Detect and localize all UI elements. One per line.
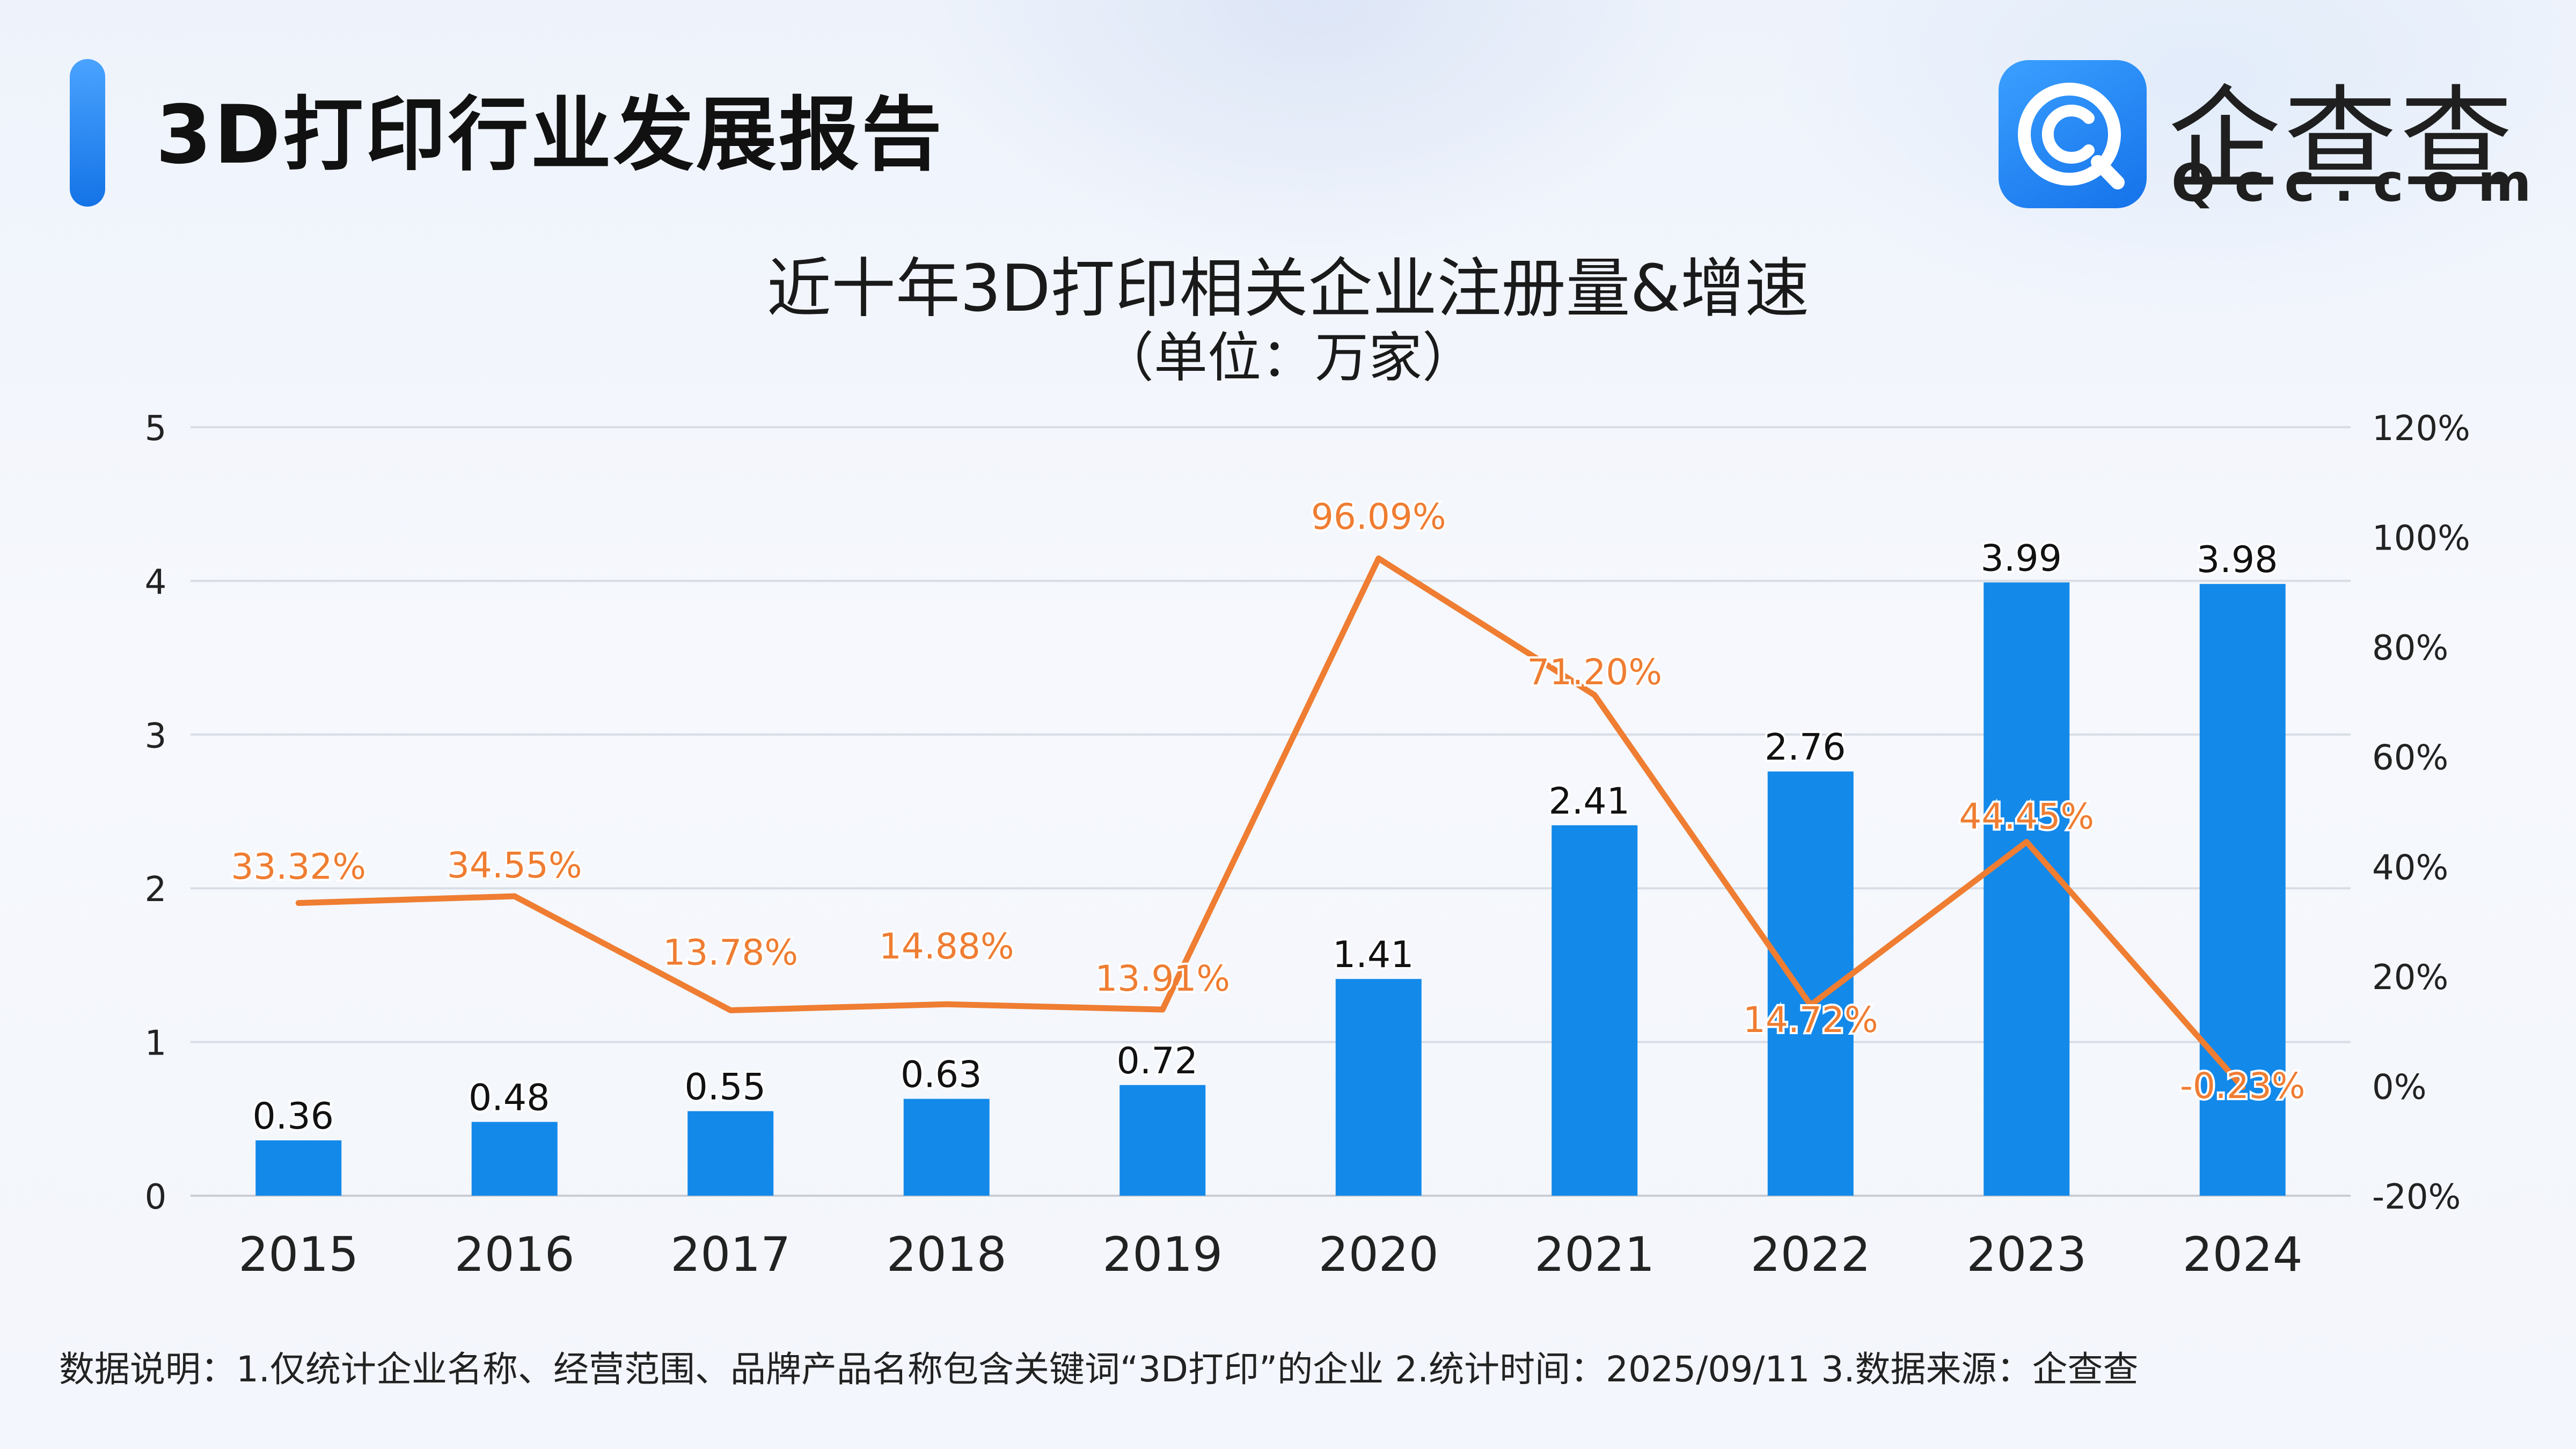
line-data-label: 96.09% — [1311, 496, 1446, 538]
x-tick-label: 2020 — [1319, 1227, 1439, 1282]
bar — [1552, 825, 1638, 1196]
x-tick-label: 2019 — [1102, 1227, 1223, 1282]
y-right-tick-label: 60% — [2372, 738, 2448, 778]
y-left-tick-label: 0 — [145, 1177, 167, 1217]
y-left-tick-label: 4 — [145, 562, 167, 602]
bar — [1335, 979, 1422, 1196]
bar — [471, 1122, 558, 1196]
qcc-logo-icon — [1999, 60, 2147, 208]
title-accent-bar — [70, 59, 105, 207]
y-left-tick-label: 3 — [145, 716, 167, 756]
bar-data-label: 2.41 — [1549, 780, 1630, 823]
y-right-tick-label: 40% — [2372, 848, 2448, 888]
bar — [1119, 1085, 1206, 1196]
line-data-label: 71.20% — [1527, 652, 1662, 693]
chart-title: 近十年3D打印相关企业注册量&增速 — [766, 252, 1810, 326]
bar — [1984, 582, 2070, 1196]
line-data-label: 33.32% — [231, 846, 366, 888]
x-tick-label: 2023 — [1966, 1227, 2087, 1282]
logo-wordmark: 企查查 — [2168, 74, 2516, 206]
bar-data-label: 0.36 — [253, 1095, 334, 1138]
y-left-tick-label: 1 — [145, 1024, 167, 1064]
logo-domain: Qcc.com — [2171, 153, 2551, 213]
qcc-logo-mark — [2018, 83, 2125, 189]
bar-data-label: 3.98 — [2197, 539, 2278, 581]
data-footnote: 数据说明：1.仅统计企业名称、经营范围、品牌产品名称包含关键词“3D打印”的企业… — [59, 1349, 2139, 1390]
x-tick-label: 2024 — [2183, 1227, 2303, 1282]
line-data-label: 34.55% — [447, 845, 582, 886]
y-right-tick-label: 100% — [2372, 519, 2470, 559]
bar-data-label: 0.72 — [1117, 1040, 1198, 1082]
page-title: 3D打印行业发展报告 — [156, 89, 944, 182]
growth-rate-line — [295, 555, 2246, 1091]
bar-data-label: 2.76 — [1765, 727, 1846, 769]
line-data-label: 13.91% — [1095, 958, 1230, 999]
x-tick-label: 2022 — [1751, 1227, 1871, 1282]
bar-data-label: 0.63 — [901, 1054, 982, 1096]
x-tick-label: 2016 — [455, 1227, 575, 1282]
bar-data-label: 1.41 — [1333, 934, 1414, 976]
y-right-tick-label: 0% — [2372, 1067, 2427, 1107]
bar-data-label: 3.99 — [1981, 537, 2062, 580]
x-tick-label: 2021 — [1534, 1227, 1655, 1282]
bar-data-label: 0.48 — [469, 1077, 550, 1119]
bar — [903, 1099, 990, 1196]
y-left-tick-label: 5 — [145, 409, 167, 449]
y-right-tick-label: 20% — [2372, 958, 2448, 998]
bar — [255, 1140, 342, 1196]
bar — [2199, 584, 2286, 1196]
line-data-label: 14.72% — [1743, 999, 1878, 1041]
bar-data-label: 0.55 — [685, 1066, 766, 1108]
line-data-label: 13.78% — [663, 932, 798, 973]
chart-unit: （单位：万家） — [1100, 326, 1476, 389]
y-right-tick-label: 80% — [2372, 628, 2448, 668]
y-right-tick-label: -20% — [2372, 1177, 2461, 1217]
x-tick-label: 2018 — [887, 1227, 1007, 1282]
line-data-label: 44.45% — [1959, 796, 2094, 837]
y-right-tick-label: 120% — [2372, 409, 2470, 449]
line-data-label: 14.88% — [879, 926, 1014, 967]
x-tick-label: 2015 — [238, 1227, 358, 1282]
bar — [687, 1111, 774, 1196]
y-left-tick-label: 2 — [145, 870, 167, 910]
line-data-label: -0.23% — [2180, 1065, 2305, 1107]
x-tick-label: 2017 — [670, 1227, 791, 1282]
